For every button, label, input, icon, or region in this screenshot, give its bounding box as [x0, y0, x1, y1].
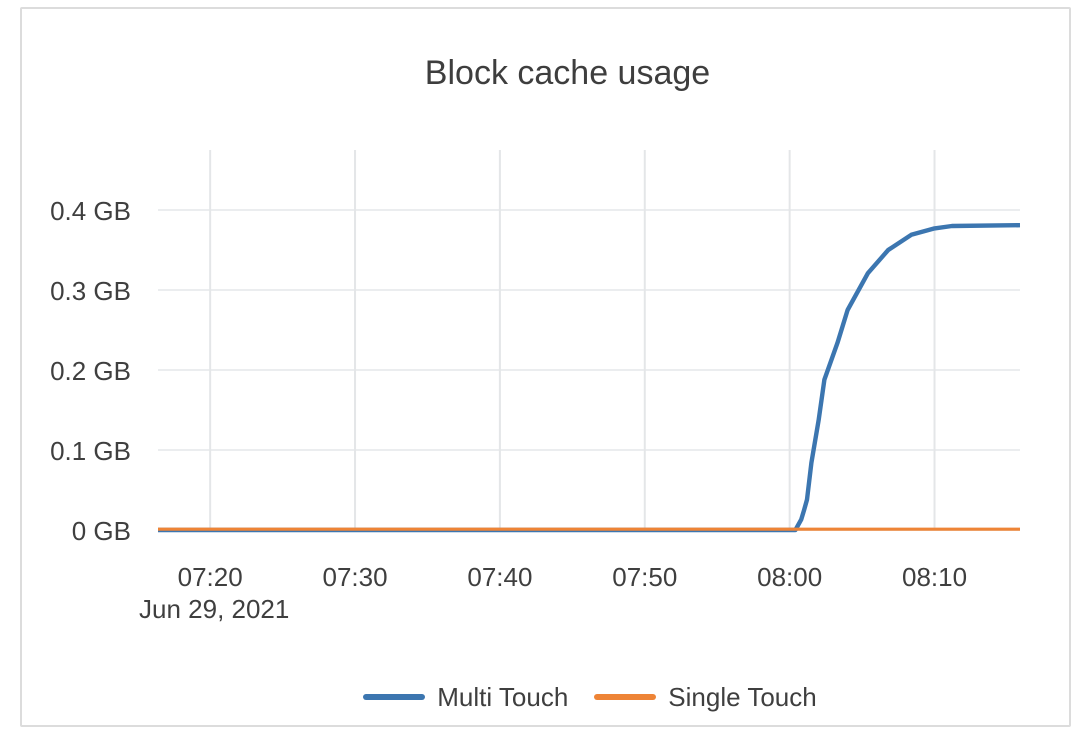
chart-title: Block cache usage	[424, 54, 711, 92]
series-line-multi-touch[interactable]	[158, 223, 1021, 533]
y-tick-label: 0 GB	[72, 516, 131, 546]
chart-card: Block cache usage	[20, 7, 1071, 727]
x-tick-label: 08:10	[902, 562, 967, 592]
x-axis-date-label: Jun 29, 2021	[139, 594, 290, 624]
y-tick-label: 0.1 GB	[50, 436, 131, 466]
legend: Multi Touch Single Touch	[160, 681, 1020, 713]
legend-label-multi-touch: Multi Touch	[437, 681, 569, 712]
legend-item-multi-touch[interactable]: Multi Touch	[363, 682, 568, 713]
y-tick-label: 0.4 GB	[50, 196, 131, 226]
x-tick-label: 07:50	[612, 562, 677, 592]
x-tick-label: 07:40	[467, 562, 532, 592]
x-tick-label: 07:20	[178, 562, 243, 592]
y-tick-label: 0.3 GB	[50, 276, 131, 306]
legend-label-single-touch: Single Touch	[668, 681, 817, 712]
legend-swatch-single-touch	[594, 694, 657, 700]
legend-item-single-touch[interactable]: Single Touch	[594, 681, 817, 713]
x-tick-label: 08:00	[757, 562, 822, 592]
x-tick-label: 07:30	[322, 562, 387, 592]
y-tick-label: 0.2 GB	[50, 356, 131, 386]
legend-swatch-multi-touch	[363, 694, 426, 700]
